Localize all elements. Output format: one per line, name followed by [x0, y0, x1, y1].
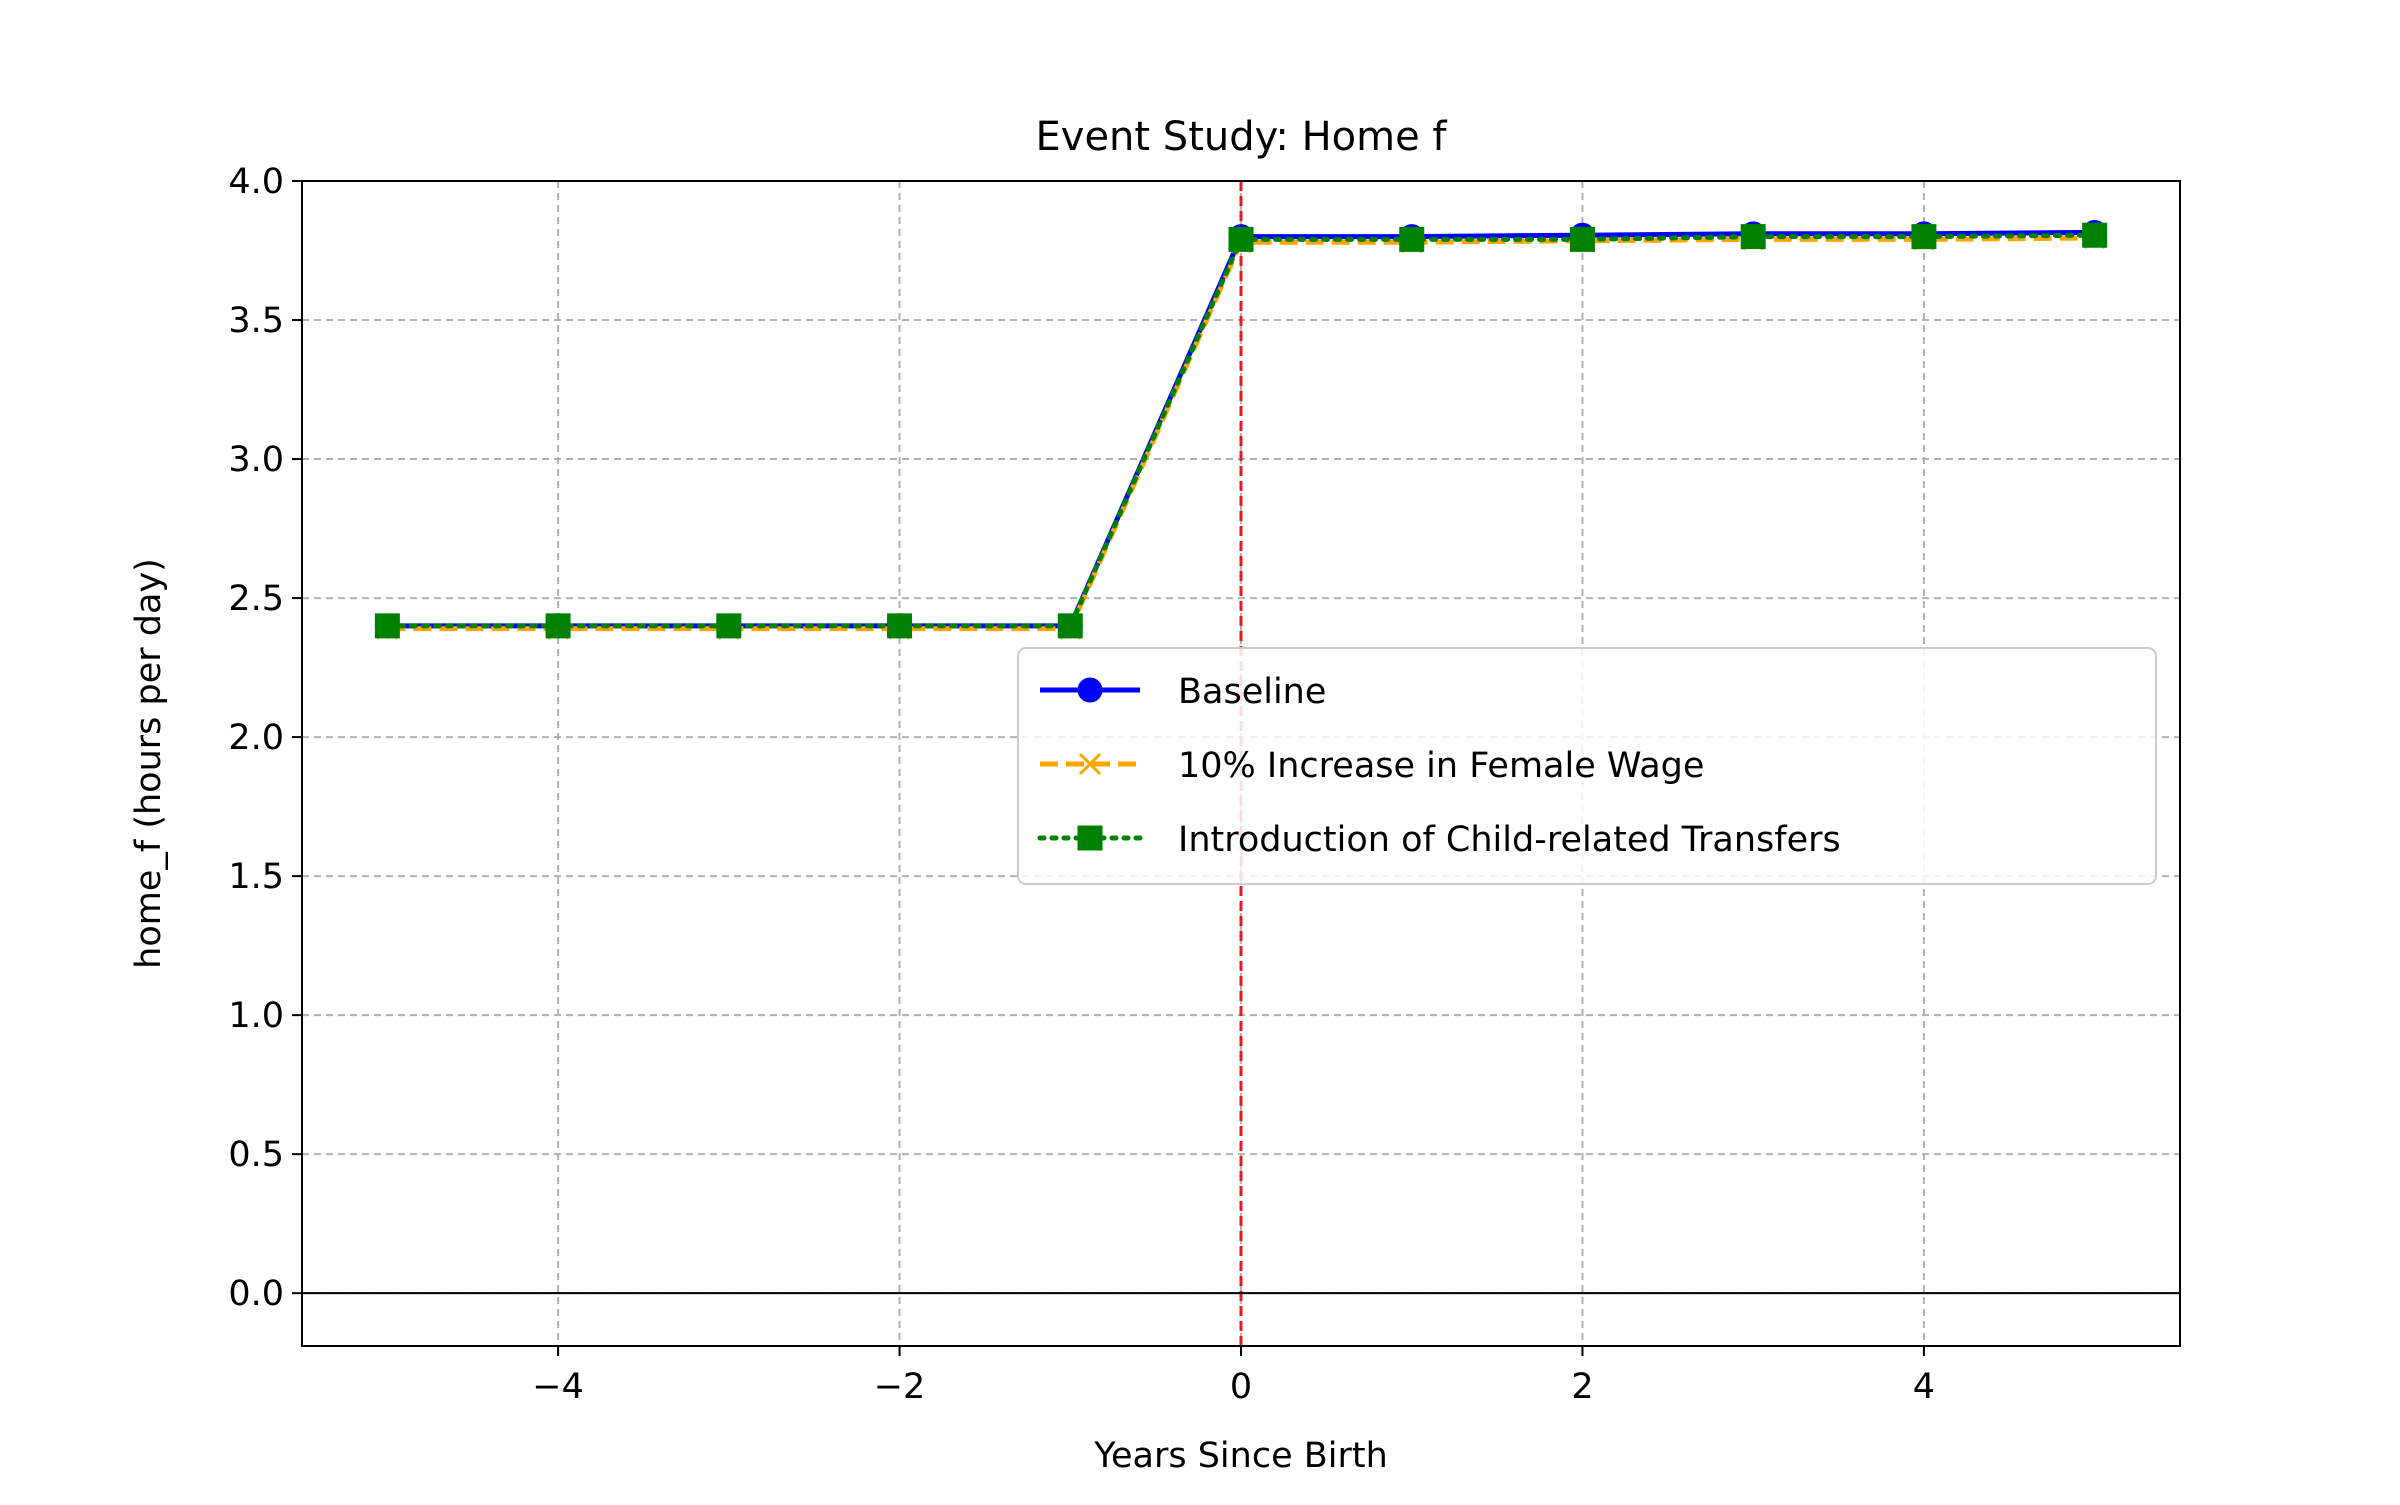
- marker-stroke: [1078, 752, 1102, 776]
- data-point: [374, 613, 400, 639]
- y-tick-label: 1.5: [228, 857, 284, 897]
- legend-box: [1017, 647, 2157, 885]
- y-tick-label: 1.0: [228, 996, 284, 1036]
- data-point: [1399, 226, 1425, 252]
- chart-title: Event Study: Home f: [1036, 114, 1448, 160]
- axis-ticks: −4 −2 0 2 4 0.0 0.5 1.0 1.5 2.0 2.5 3.0 3.5 4.0: [228, 162, 1935, 1407]
- y-tick-label: 4.0: [228, 162, 284, 202]
- legend-label: Baseline: [1178, 672, 1326, 712]
- y-axis-label: home_f (hours per day): [129, 558, 169, 969]
- x-tick-label: 2: [1571, 1367, 1593, 1407]
- x-axis-label: Years Since Birth: [1093, 1436, 1388, 1476]
- y-tick-label: 2.0: [228, 718, 284, 758]
- legend-label: 10% Increase in Female Wage: [1178, 746, 1704, 786]
- x-tick-label: −4: [532, 1367, 584, 1407]
- data-point: [545, 613, 571, 639]
- legend-item: Baseline: [1040, 672, 1326, 712]
- legend-item: Introduction of Child-related Transfers: [1037, 820, 1841, 860]
- legend-marker: [1077, 825, 1103, 851]
- legend-label: Introduction of Child-related Transfers: [1178, 820, 1841, 860]
- x-tick-label: 4: [1913, 1367, 1935, 1407]
- data-point: [887, 613, 913, 639]
- y-tick-label: 3.0: [228, 440, 284, 480]
- data-point: [716, 613, 742, 639]
- series-layer: [374, 219, 2108, 640]
- data-point: [1057, 613, 1083, 639]
- legend-marker: [1078, 752, 1102, 776]
- reference-lines: [302, 181, 2180, 1346]
- x-tick-label: 0: [1230, 1367, 1252, 1407]
- y-tick-label: 2.5: [228, 579, 284, 619]
- y-tick-label: 3.5: [228, 301, 284, 341]
- data-point: [1569, 226, 1595, 252]
- data-point: [1228, 226, 1254, 252]
- data-point: [2082, 222, 2108, 248]
- data-point: [1740, 224, 1766, 250]
- data-point: [1911, 224, 1937, 250]
- legend-item: 10% Increase in Female Wage: [1040, 746, 1704, 786]
- legend: Baseline 10% Increase in Female Wage Intro…: [1017, 647, 2157, 885]
- y-tick-label: 0.5: [228, 1135, 284, 1175]
- legend-marker: [1077, 677, 1103, 703]
- series-3: [374, 222, 2108, 639]
- y-tick-label: 0.0: [228, 1274, 284, 1314]
- x-tick-label: −2: [874, 1367, 926, 1407]
